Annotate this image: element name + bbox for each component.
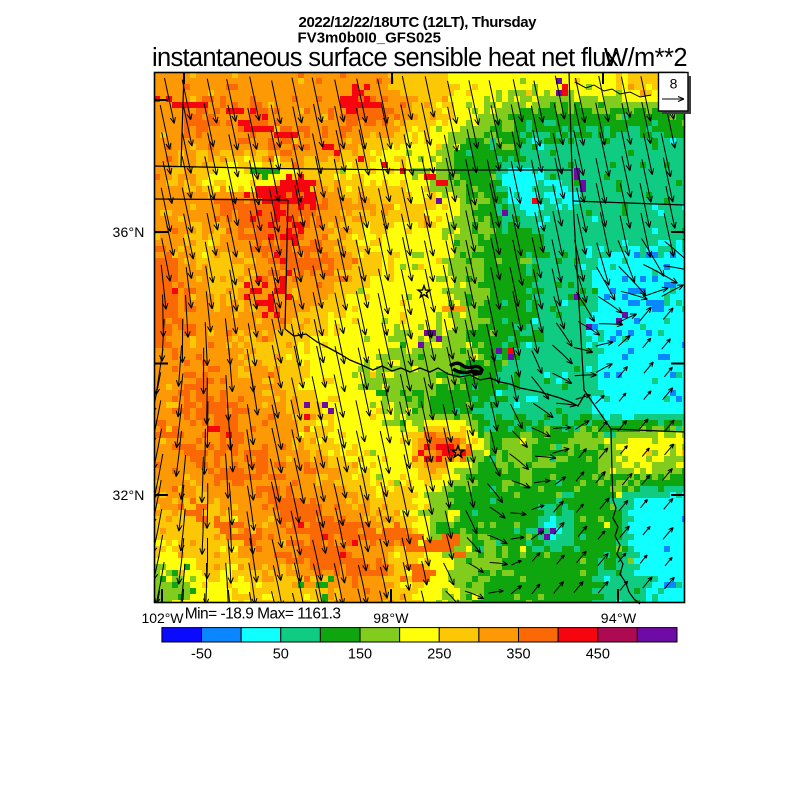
svg-text:98°W: 98°W bbox=[373, 610, 409, 626]
svg-text:Min= -18.9 Max= 1161.3: Min= -18.9 Max= 1161.3 bbox=[185, 606, 341, 623]
svg-text:450: 450 bbox=[586, 647, 610, 663]
svg-text:8: 8 bbox=[670, 76, 678, 92]
svg-text:94°W: 94°W bbox=[601, 610, 637, 626]
svg-text:32°N: 32°N bbox=[113, 487, 145, 503]
svg-text:50: 50 bbox=[273, 647, 289, 663]
svg-text:350: 350 bbox=[506, 647, 530, 663]
svg-text:150: 150 bbox=[348, 647, 372, 663]
svg-text:-50: -50 bbox=[191, 647, 212, 663]
svg-text:102°W: 102°W bbox=[142, 610, 185, 626]
svg-text:250: 250 bbox=[427, 647, 451, 663]
svg-text:instantaneous surface sensible: instantaneous surface sensible heat net … bbox=[152, 44, 619, 72]
svg-text:FV3m0b0I0_GFS025: FV3m0b0I0_GFS025 bbox=[298, 30, 442, 47]
svg-text:36°N: 36°N bbox=[113, 224, 145, 240]
svg-text:2022/12/22/18UTC (12LT), Thurs: 2022/12/22/18UTC (12LT), Thursday bbox=[299, 14, 538, 31]
svg-text:W/m**2: W/m**2 bbox=[604, 44, 688, 72]
